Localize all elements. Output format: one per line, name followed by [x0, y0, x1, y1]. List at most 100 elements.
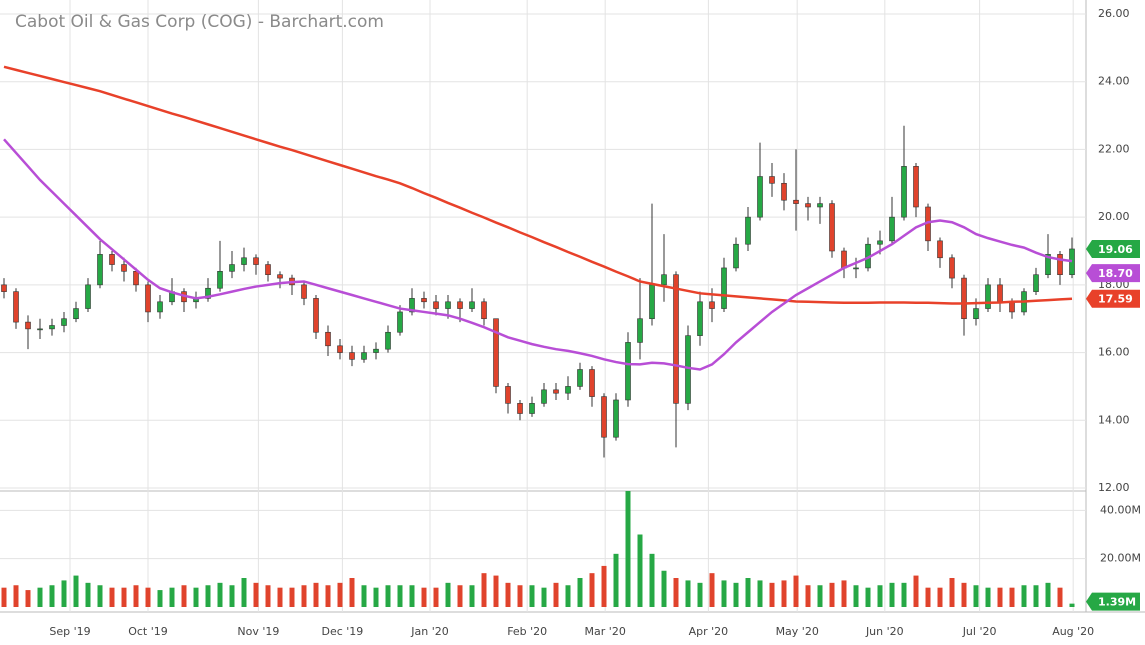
last-price-tag-text: 19.06 — [1098, 243, 1133, 256]
volume-bar — [1033, 585, 1039, 607]
x-tick-label: Feb '20 — [507, 625, 547, 638]
x-tick-label: Jul '20 — [962, 625, 997, 638]
candle-body — [913, 166, 919, 208]
volume-bar — [541, 587, 547, 607]
candle-body — [565, 386, 571, 394]
candle-body — [889, 216, 895, 242]
candle-body — [241, 257, 247, 265]
candle-body — [661, 274, 667, 286]
x-tick-label: Oct '19 — [128, 625, 168, 638]
volume-bar — [757, 580, 763, 607]
last-price-tag: 19.06 — [1086, 239, 1140, 258]
volume-bar — [217, 582, 223, 607]
volume-bar — [241, 578, 247, 607]
volume-bar — [49, 585, 55, 607]
volume-bar — [1057, 587, 1063, 607]
candle-body — [361, 352, 367, 360]
volume-bar — [685, 580, 691, 607]
volume-bar — [349, 578, 355, 607]
y-tick-label: 24.00 — [1098, 75, 1130, 88]
x-tick-label: Jan '20 — [410, 625, 448, 638]
volume-bar — [925, 587, 931, 607]
y-tick-label: 12.00 — [1098, 481, 1130, 494]
moving-average-line — [3, 138, 1073, 371]
candle-body — [901, 166, 907, 218]
volume-bar — [733, 582, 739, 607]
candle-body — [1, 284, 7, 292]
volume-bar — [913, 575, 919, 607]
candle-body — [601, 396, 607, 438]
volume-bar — [277, 587, 283, 607]
last-value-tag-bg — [1086, 289, 1140, 308]
volume-bar — [25, 590, 31, 607]
volume-bar — [649, 553, 655, 607]
candle-body — [541, 389, 547, 404]
candle-body — [265, 264, 271, 275]
x-tick-label: Nov '19 — [237, 625, 279, 638]
volume-bar — [397, 585, 403, 607]
volume-bar — [889, 582, 895, 607]
volume-bar — [385, 585, 391, 607]
candle-body — [133, 271, 139, 286]
volume-bar — [973, 585, 979, 607]
volume-bar — [289, 587, 295, 607]
candle-body — [1045, 254, 1051, 275]
candle-body — [121, 264, 127, 272]
y-tick-label: 20.00 — [1098, 210, 1130, 223]
volume-bar — [481, 573, 487, 607]
last-price-tag-bg — [1086, 239, 1140, 258]
candle-body — [253, 257, 259, 265]
last-volume-tag-text: 1.39M — [1098, 596, 1136, 609]
candle-body — [949, 257, 955, 279]
volume-bar — [997, 587, 1003, 607]
volume-bar — [1, 587, 7, 607]
candle-body — [685, 335, 691, 404]
candle-body — [25, 321, 31, 330]
candle-body — [961, 277, 967, 320]
candle-body — [337, 345, 343, 353]
candle-body — [577, 369, 583, 387]
volume-bar — [145, 587, 151, 607]
candle-body — [817, 203, 823, 208]
candle-body — [277, 274, 283, 279]
volume-bar — [493, 575, 499, 607]
volume-bar — [373, 587, 379, 607]
candle-body — [997, 284, 1003, 303]
volume-bar — [169, 587, 175, 607]
volume-bar — [421, 587, 427, 607]
candle-body — [793, 199, 799, 204]
x-tick-label: Dec '19 — [321, 625, 363, 638]
volume-bar — [181, 585, 187, 607]
volume-bar — [193, 587, 199, 607]
candle-body — [853, 267, 859, 270]
volume-bar — [949, 578, 955, 607]
last-value-tag: 17.59 — [1086, 289, 1140, 308]
candle-body — [877, 240, 883, 245]
volume-bar — [601, 565, 607, 607]
volume-bar — [637, 534, 643, 607]
volume-bar — [157, 590, 163, 607]
volume-bar — [829, 582, 835, 607]
candle-body — [745, 216, 751, 245]
volume-bar — [961, 582, 967, 607]
volume-tick-label: 40.00M — [1100, 503, 1141, 516]
volume-bar — [301, 585, 307, 607]
volume-bar — [73, 575, 79, 607]
volume-bar — [817, 585, 823, 607]
volume-bar — [325, 585, 331, 607]
volume-bar — [109, 587, 115, 607]
volume-bar — [433, 587, 439, 607]
volume-bar — [205, 585, 211, 607]
candle-body — [781, 182, 787, 201]
candle-body — [469, 301, 475, 309]
volume-bar — [133, 585, 139, 607]
y-tick-label: 22.00 — [1098, 142, 1130, 155]
volume-bar — [97, 585, 103, 607]
candle-body — [97, 254, 103, 286]
volume-bar — [877, 585, 883, 607]
volume-bar — [1069, 603, 1075, 607]
candle-body — [505, 386, 511, 404]
volume-bar — [625, 491, 631, 607]
candle-body — [85, 284, 91, 309]
